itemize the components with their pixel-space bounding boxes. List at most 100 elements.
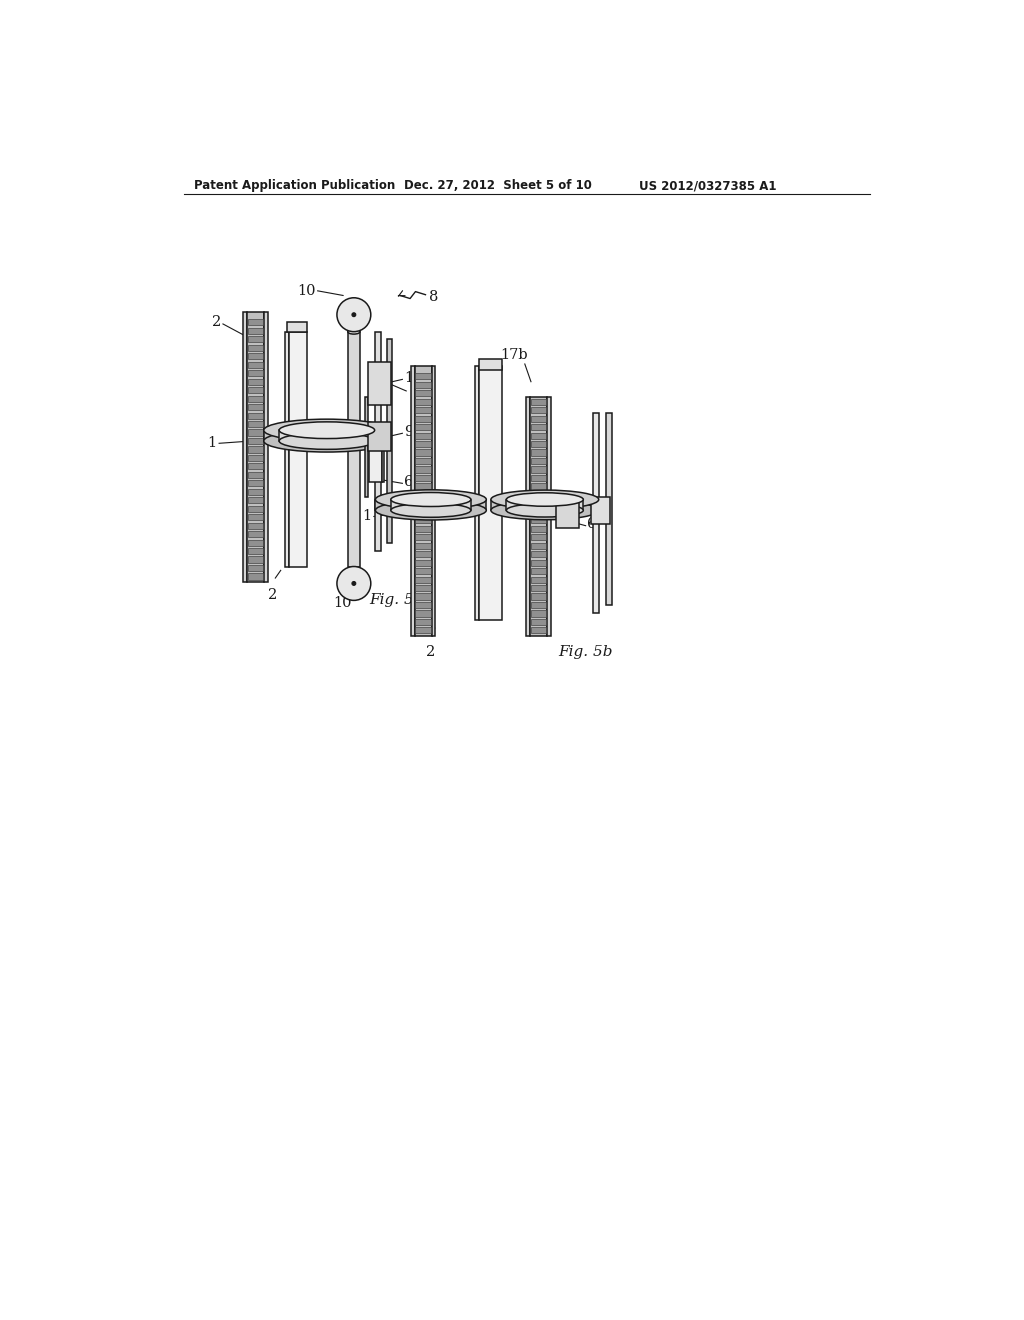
Bar xyxy=(247,313,264,582)
Bar xyxy=(416,552,431,557)
Bar xyxy=(416,391,431,396)
Bar xyxy=(531,577,547,582)
Bar xyxy=(411,367,415,636)
Bar xyxy=(382,424,384,482)
Bar xyxy=(490,499,599,511)
Bar xyxy=(248,506,263,512)
Bar xyxy=(248,438,263,444)
Bar xyxy=(531,475,547,480)
Bar xyxy=(391,499,471,511)
Bar xyxy=(416,381,431,388)
Bar xyxy=(248,354,263,359)
Bar xyxy=(248,540,263,545)
Circle shape xyxy=(352,582,355,585)
Bar xyxy=(531,433,547,438)
Text: 1: 1 xyxy=(362,510,372,524)
Bar xyxy=(264,313,267,582)
Bar xyxy=(531,517,547,524)
Text: 2: 2 xyxy=(426,645,435,659)
Text: 6: 6 xyxy=(403,475,414,488)
Bar xyxy=(416,594,431,599)
Bar xyxy=(531,610,547,616)
Text: 9: 9 xyxy=(403,425,413,438)
Ellipse shape xyxy=(376,500,486,520)
Ellipse shape xyxy=(391,492,471,507)
Bar xyxy=(416,543,431,549)
Bar xyxy=(531,483,547,490)
Bar xyxy=(530,397,547,636)
Bar xyxy=(248,557,263,562)
Circle shape xyxy=(352,313,355,317)
Ellipse shape xyxy=(280,433,375,449)
Bar xyxy=(248,362,263,368)
Text: Patent Application Publication: Patent Application Publication xyxy=(195,180,395,193)
Bar xyxy=(531,500,547,507)
Bar xyxy=(248,337,263,342)
Bar xyxy=(248,471,263,478)
Bar xyxy=(248,573,263,579)
Bar xyxy=(547,397,551,636)
Bar xyxy=(248,345,263,351)
Bar xyxy=(606,412,611,605)
Text: 17b: 17b xyxy=(500,348,527,363)
Bar xyxy=(506,499,584,511)
Bar xyxy=(416,627,431,634)
Bar xyxy=(248,370,263,376)
Text: Fig. 5b: Fig. 5b xyxy=(558,645,612,659)
Text: 11: 11 xyxy=(403,371,422,385)
Bar xyxy=(248,463,263,470)
Bar xyxy=(416,508,431,515)
Bar xyxy=(416,466,431,473)
Ellipse shape xyxy=(506,503,584,517)
Bar xyxy=(593,412,599,612)
Bar xyxy=(248,531,263,537)
Bar xyxy=(416,577,431,582)
Bar xyxy=(248,387,263,393)
Bar xyxy=(248,396,263,401)
Bar xyxy=(531,450,547,455)
Ellipse shape xyxy=(506,492,584,507)
Bar xyxy=(416,525,431,532)
Bar xyxy=(248,421,263,428)
Bar xyxy=(365,397,369,498)
Ellipse shape xyxy=(348,329,360,334)
Bar xyxy=(248,515,263,520)
Bar xyxy=(416,568,431,574)
Text: Dec. 27, 2012  Sheet 5 of 10: Dec. 27, 2012 Sheet 5 of 10 xyxy=(403,180,592,193)
Bar xyxy=(531,458,547,465)
Text: 6: 6 xyxy=(587,517,597,531)
Bar xyxy=(416,483,431,490)
Text: Fig. 5a: Fig. 5a xyxy=(370,594,423,607)
Bar xyxy=(531,416,547,422)
Bar xyxy=(475,367,478,620)
Bar xyxy=(432,367,435,636)
Ellipse shape xyxy=(264,420,390,441)
Bar xyxy=(248,404,263,411)
Bar xyxy=(387,339,392,544)
Bar xyxy=(479,359,503,370)
Bar xyxy=(531,619,547,626)
Bar xyxy=(368,363,391,405)
Bar xyxy=(531,568,547,574)
Bar xyxy=(248,548,263,554)
Bar xyxy=(416,433,431,438)
Bar xyxy=(416,619,431,626)
Bar xyxy=(248,446,263,453)
Bar xyxy=(531,525,547,532)
Bar xyxy=(286,331,289,566)
Bar xyxy=(531,552,547,557)
Bar xyxy=(531,399,547,405)
Bar xyxy=(479,367,503,620)
Text: 8: 8 xyxy=(429,290,438,304)
Bar xyxy=(368,422,391,451)
Bar xyxy=(248,488,263,495)
Bar xyxy=(416,441,431,447)
Text: 1: 1 xyxy=(208,437,217,450)
Bar xyxy=(375,331,381,552)
Ellipse shape xyxy=(264,430,390,451)
Bar xyxy=(416,374,431,379)
Text: 2: 2 xyxy=(373,374,382,387)
Bar xyxy=(416,424,431,430)
Bar xyxy=(248,319,263,326)
Bar xyxy=(531,535,547,540)
